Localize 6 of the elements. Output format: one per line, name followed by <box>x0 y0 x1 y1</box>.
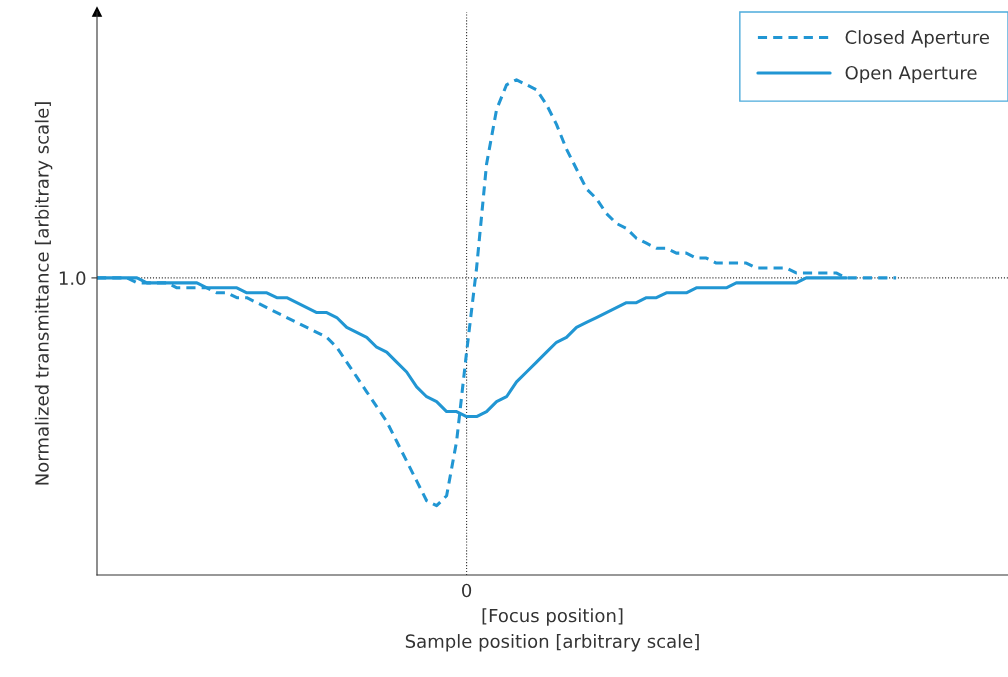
legend-label: Open Aperture <box>845 65 977 84</box>
x-axis-title: [Focus position] Sample position [arbitrary scale] <box>405 608 699 652</box>
text: 0 <box>462 583 472 598</box>
legend-label: Closed Aperture <box>845 30 989 48</box>
text: 1.0 <box>59 271 86 286</box>
y-axis-title: Normalized transmittance [arbitrary scale] <box>34 102 53 485</box>
